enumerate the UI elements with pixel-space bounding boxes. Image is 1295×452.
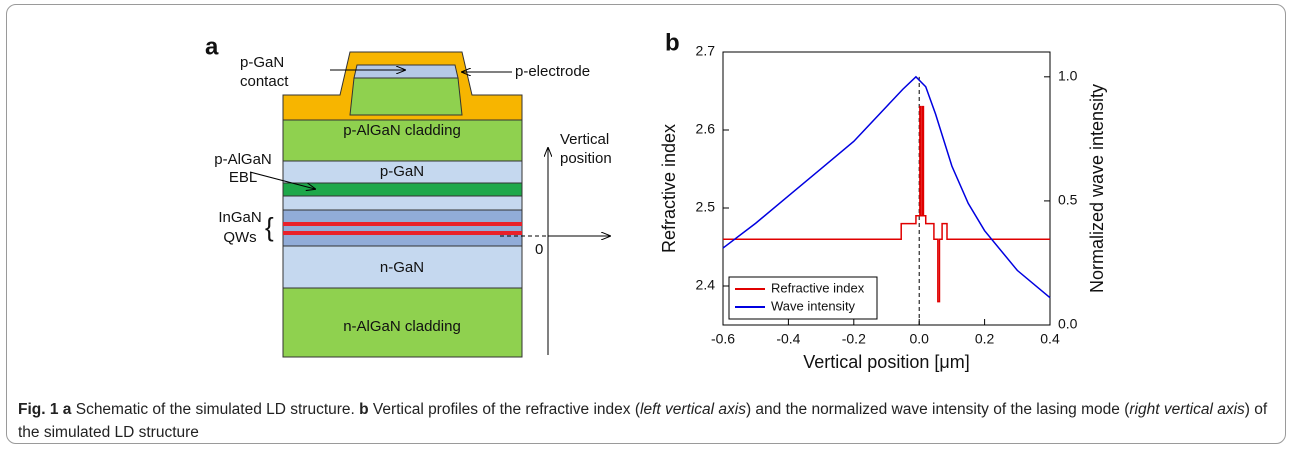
x-axis-label: Vertical position [μm]: [803, 352, 969, 372]
caption: Fig. 1 a Schematic of the simulated LD s…: [18, 398, 1273, 444]
y2-axis-label: Normalized wave intensity: [1087, 84, 1107, 293]
label: InGaN: [218, 209, 261, 226]
caption-text: a: [58, 401, 72, 418]
caption-text: left vertical axis: [640, 401, 746, 418]
x-tick-label: 0.0: [909, 331, 929, 347]
x-tick-label: 0.2: [975, 331, 995, 347]
caption-text: Schematic of the simulated LD structure.: [71, 401, 360, 418]
y2-tick-label: 1.0: [1058, 68, 1078, 84]
legend-label: Refractive index: [771, 280, 865, 295]
label: p-AlGaN: [214, 151, 272, 168]
y-tick-label: 2.7: [696, 43, 716, 59]
arrow: [249, 171, 315, 189]
brace: {: [265, 212, 274, 242]
label: p-GaN: [380, 163, 424, 180]
label: position: [560, 150, 612, 167]
label: p-electrode: [515, 63, 590, 80]
quantum-well: [283, 231, 522, 235]
caption-text: Vertical profiles of the refractive inde…: [368, 401, 640, 418]
label: 0: [535, 241, 543, 258]
legend-label: Wave intensity: [771, 298, 856, 313]
x-tick-label: 0.4: [1040, 331, 1060, 347]
caption-text: right vertical axis: [1129, 401, 1245, 418]
ebl-layer: [282, 182, 523, 197]
quantum-well: [283, 222, 522, 226]
panel-label: a: [205, 33, 219, 60]
chart: b -0.6 -0.4 -0.2 0.0 0.2 0.4 2.4 2.5 2.6 2.7 0.0 0.5…: [659, 29, 1107, 372]
label: p-GaN: [240, 54, 284, 71]
p-cladding-layer: [282, 119, 523, 162]
y-axis-label: Refractive index: [659, 124, 679, 253]
plot-frame: [722, 51, 1051, 326]
caption-text: b: [359, 401, 369, 418]
label: p-AlGaN cladding: [343, 122, 461, 139]
caption-text: Fig. 1: [18, 401, 59, 418]
y-tick-label: 2.6: [696, 121, 716, 137]
caption-text: ) of the simulated LD structure: [18, 401, 1268, 441]
y2-tick-label: 0.0: [1058, 316, 1078, 332]
series-line: [722, 75, 1051, 299]
schematic: a p-GaN contact p-electrode p-AlGaN clad…: [205, 33, 612, 358]
y-tick-label: 2.5: [696, 199, 716, 215]
mesa: [349, 77, 463, 116]
qw-region: [282, 209, 523, 247]
n-cladding-layer: [282, 287, 523, 358]
y-tick-label: 2.4: [696, 277, 716, 293]
label: Vertical: [560, 131, 609, 148]
series-line: [723, 105, 1050, 303]
n-gan-layer: [282, 245, 523, 289]
label: n-GaN: [380, 259, 424, 276]
caption-text: ) and the normalized wave intensity of t…: [745, 401, 1130, 418]
x-tick-label: -0.2: [842, 331, 866, 347]
label: QWs: [223, 229, 256, 246]
label: n-AlGaN cladding: [343, 318, 461, 335]
label: contact: [240, 73, 289, 90]
x-tick-label: -0.4: [776, 331, 800, 347]
figure-frame: [6, 4, 1286, 444]
panel-label: b: [665, 29, 680, 56]
x-tick-label: -0.6: [711, 331, 735, 347]
y2-tick-label: 0.5: [1058, 192, 1078, 208]
label: EBL: [229, 169, 257, 186]
legend-box: [728, 276, 878, 320]
